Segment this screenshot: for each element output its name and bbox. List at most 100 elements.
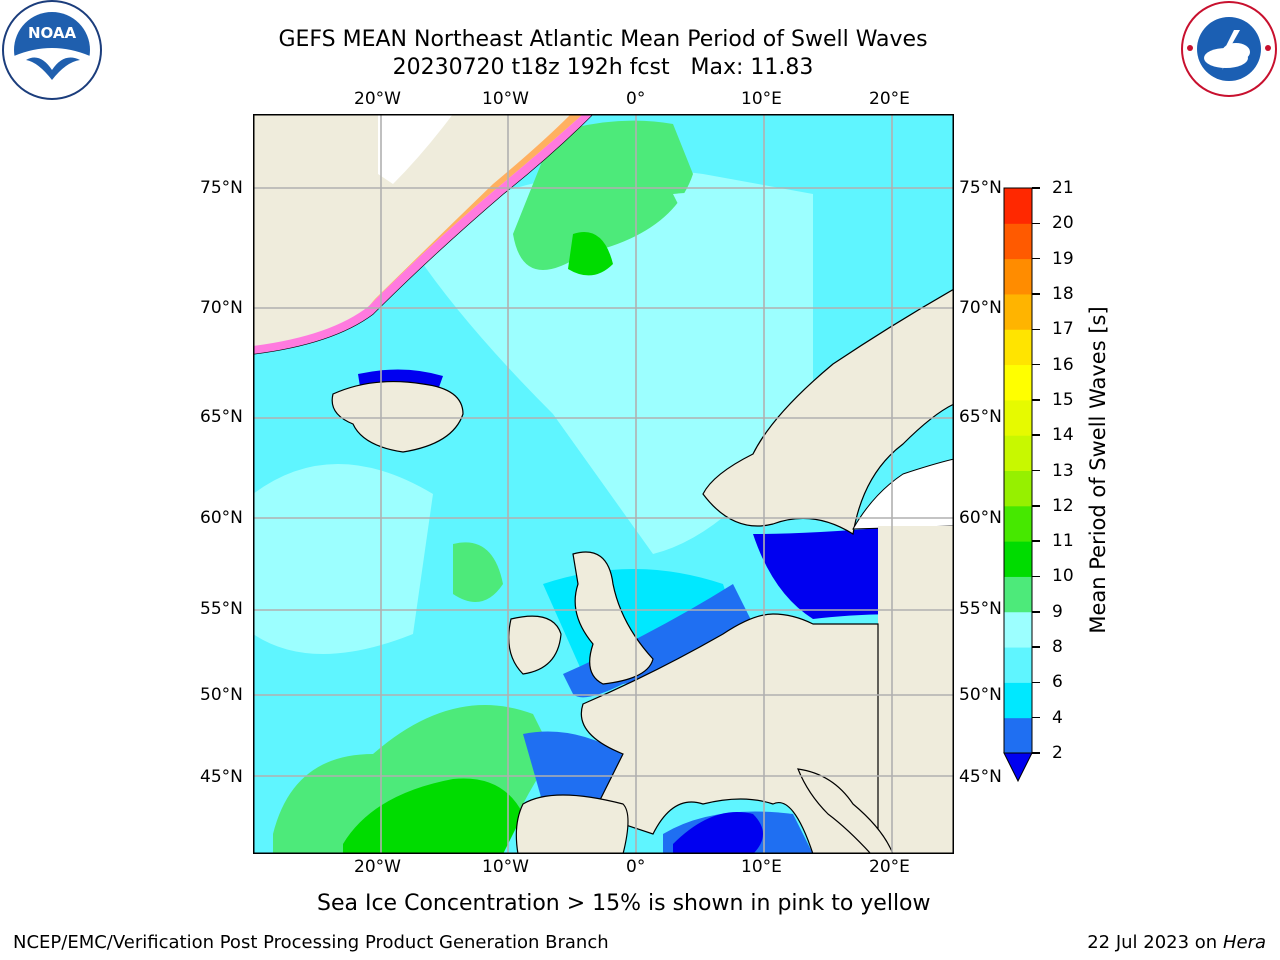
lat-label-right-65n: 65°N — [959, 407, 1002, 427]
colorbar-tick-label: 14 — [1052, 425, 1074, 446]
colorbar-swatch — [1004, 364, 1032, 401]
lon-label-bottom-10w: 10°W — [482, 857, 529, 877]
map-frame — [253, 114, 954, 854]
iceland — [331, 380, 464, 453]
colorbar-label: Mean Period of Swell Waves [s] — [1086, 306, 1110, 634]
colorbar-tick-label: 12 — [1052, 495, 1074, 516]
colorbar-tick-mark — [1032, 187, 1040, 189]
continental-europe — [580, 613, 879, 855]
lat-label-left-75n: 75°N — [200, 178, 243, 198]
chart-subtitle: 20230720 t18z 192h fcst Max: 11.83 — [392, 55, 814, 80]
colorbar-tick-label: 9 — [1052, 601, 1063, 622]
lat-label-left-45n: 45°N — [200, 767, 243, 787]
colorbar — [1000, 186, 1040, 786]
lon-label-bottom-10e: 10°E — [741, 857, 782, 877]
lat-label-left-70n: 70°N — [200, 298, 243, 318]
ireland — [508, 615, 562, 675]
lon-label-top-20w: 20°W — [354, 89, 401, 109]
colorbar-tick-label: 17 — [1052, 319, 1074, 340]
colorbar-swatch — [1004, 329, 1032, 366]
sea-ice-edge — [253, 114, 593, 354]
swell-zone-8-9 — [403, 170, 813, 554]
colorbar-tick-mark — [1032, 222, 1040, 225]
colorbar-tick-mark — [1032, 293, 1040, 295]
colorbar-tick-label: 18 — [1052, 283, 1074, 304]
colorbar-tick-label: 8 — [1052, 637, 1063, 658]
colorbar-swatch — [1004, 541, 1032, 577]
lon-label-top-10w: 10°W — [482, 89, 529, 109]
lon-label-bottom-20w: 20°W — [354, 857, 401, 877]
eastern-europe — [878, 526, 954, 854]
colorbar-swatch — [1004, 647, 1032, 683]
colorbar-swatch — [1004, 505, 1032, 542]
swell-zone-10-11 — [343, 778, 523, 854]
colorbar-tick-mark — [1032, 363, 1040, 366]
colorbar-tick-mark — [1032, 469, 1040, 472]
colorbar-tick-label: 11 — [1052, 531, 1074, 552]
swell-zone-2-4-biscay — [523, 731, 623, 804]
swell-zone-under-2-med — [673, 812, 763, 854]
greenland-ice-cap — [378, 114, 453, 184]
colorbar-tick-mark — [1032, 681, 1040, 684]
colorbar-tick-label: 15 — [1052, 389, 1074, 410]
gulf-of-bothnia-blank — [852, 458, 955, 530]
colorbar-swatch — [1004, 223, 1032, 260]
colorbar-tick-label: 16 — [1052, 354, 1074, 375]
colorbar-under-triangle — [1003, 752, 1033, 783]
lat-label-right-50n: 50°N — [959, 685, 1002, 705]
colorbar-tick-label: 2 — [1052, 743, 1063, 763]
colorbar-tick-mark — [1032, 646, 1040, 648]
colorbar-tick-mark — [1032, 505, 1040, 507]
colorbar-tick-label: 10 — [1052, 566, 1074, 587]
colorbar-swatch — [1004, 258, 1032, 295]
lat-label-right-60n: 60°N — [959, 508, 1002, 528]
swell-zone-light — [673, 192, 813, 256]
colorbar-tick-mark — [1032, 434, 1040, 436]
iberian-peninsula — [515, 794, 629, 855]
colorbar-tick-mark — [1032, 540, 1040, 542]
map-panel — [252, 113, 955, 855]
colorbar-tick-label: 21 — [1052, 178, 1074, 198]
sea-ice-note: Sea Ice Concentration > 15% is shown in … — [317, 891, 931, 916]
colorbar-swatch — [1004, 293, 1032, 330]
colorbar-tick-mark — [1032, 611, 1040, 613]
colorbar-tick-label: 20 — [1052, 213, 1074, 234]
noaa-logo: NOAA — [0, 0, 104, 104]
swell-zone-under-2-baltic — [753, 526, 905, 619]
lon-label-top-10e: 10°E — [741, 89, 782, 109]
lat-label-right-70n: 70°N — [959, 298, 1002, 318]
lon-label-top-20e: 20°E — [869, 89, 910, 109]
colorbar-swatch — [1004, 717, 1032, 754]
colorbar-tick-mark — [1032, 257, 1040, 260]
colorbar-swatch — [1004, 576, 1032, 613]
colorbar-swatch — [1004, 435, 1032, 471]
lat-label-right-75n: 75°N — [959, 178, 1002, 198]
lat-label-right-45n: 45°N — [959, 767, 1002, 787]
lat-label-left-60n: 60°N — [200, 508, 243, 528]
swell-zone-10-11-north — [568, 232, 613, 276]
swell-zone-8-9-west — [253, 464, 433, 654]
swell-zone-green-patch — [453, 542, 503, 602]
colorbar-tick-mark — [1032, 328, 1040, 330]
great-britain — [572, 551, 654, 685]
lon-label-bottom-20e: 20°E — [869, 857, 910, 877]
footer-host: Hera — [1222, 932, 1266, 953]
footer-date: 22 Jul 2023 on Hera — [1087, 932, 1266, 954]
colorbar-tick-label: 4 — [1052, 707, 1063, 728]
colorbar-swatches — [1003, 187, 1033, 783]
graticule — [253, 114, 954, 854]
colorbar-tick-mark — [1032, 399, 1040, 401]
lat-label-left-55n: 55°N — [200, 599, 243, 619]
colorbar-swatch — [1004, 611, 1032, 648]
chart-title: GEFS MEAN Northeast Atlantic Mean Period… — [278, 27, 928, 52]
colorbar-tick-label: 19 — [1052, 248, 1074, 269]
swell-zone-9-10 — [513, 120, 693, 271]
colorbar-swatch — [1004, 188, 1032, 224]
lon-label-top-0: 0° — [626, 89, 646, 109]
nws-logo — [1178, 0, 1280, 100]
footer-date-text: 22 Jul 2023 on — [1087, 932, 1223, 953]
colorbar-swatch — [1004, 470, 1032, 507]
colorbar-tick-label: 6 — [1052, 672, 1063, 693]
lat-label-left-50n: 50°N — [200, 685, 243, 705]
swell-period-map — [252, 113, 955, 855]
